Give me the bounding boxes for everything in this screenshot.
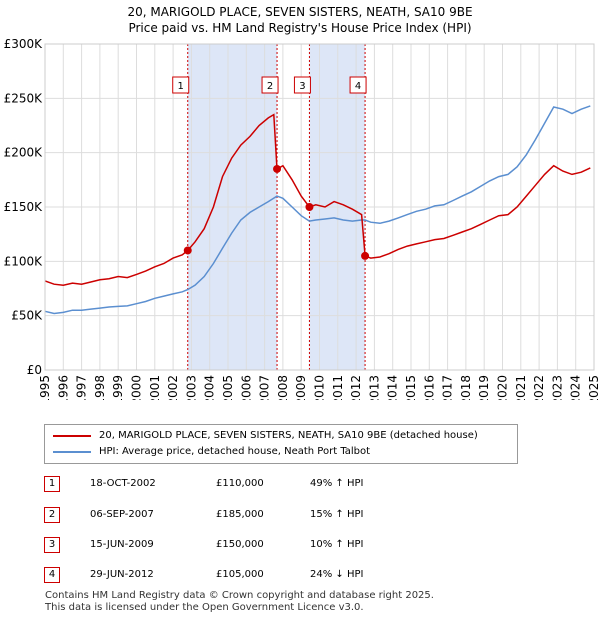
sale-marker-label: 2 [267, 81, 273, 92]
transaction-price: £105,000 [216, 569, 264, 580]
y-tick-label: £250K [4, 91, 44, 105]
x-tick-label: 2015 [404, 375, 418, 400]
y-tick-label: £200K [4, 146, 44, 160]
sale-point [361, 251, 370, 260]
transaction-hpi-change: 15% ↑ HPI [310, 509, 364, 520]
sale-marker-box [349, 76, 367, 94]
x-tick-label: 2020 [496, 375, 510, 400]
transaction-date: 06-SEP-2007 [90, 509, 154, 520]
y-tick-label: £0 [27, 363, 42, 377]
table-row: 4 29-JUN-2012 £105,000 24% ↓ HPI [44, 567, 564, 583]
sale-point [183, 246, 192, 255]
x-tick-label: 2005 [221, 375, 235, 400]
x-tick-label: 2016 [422, 375, 436, 400]
y-tick-label: £100K [4, 254, 44, 268]
table-row: 3 15-JUN-2009 £150,000 10% ↑ HPI [44, 537, 564, 553]
transaction-number-badge: 4 [44, 567, 60, 583]
table-row: 1 18-OCT-2002 £110,000 49% ↑ HPI [44, 476, 564, 492]
sale-point [305, 203, 314, 211]
x-tick-label: 2021 [514, 375, 528, 400]
series-line-hpi [44, 105, 591, 315]
sale-marker-box [172, 76, 190, 94]
x-tick-label: 2014 [386, 375, 400, 400]
x-tick-label: 2012 [349, 375, 363, 400]
transaction-hpi-change: 49% ↑ HPI [310, 478, 364, 489]
x-tick-label: 2022 [532, 375, 546, 400]
price-chart: £0 £50K £100K £150K £200K £250K £300K 1995 1996 1… [4, 37, 600, 400]
transaction-price: £185,000 [216, 509, 264, 520]
footer-licence: This data is licensed under the Open Gov… [45, 602, 364, 613]
y-tick-label: £50K [11, 309, 43, 323]
legend-item-property: 20, MARIGOLD PLACE, SEVEN SISTERS, NEATH… [53, 430, 478, 441]
x-tick-label: 2009 [294, 375, 308, 400]
x-tick-label: 2025 [587, 375, 600, 400]
transaction-hpi-change: 10% ↑ HPI [310, 539, 364, 550]
transaction-number-badge: 3 [44, 537, 60, 553]
x-tick-label: 1995 [38, 375, 52, 400]
x-tick-label: 1997 [75, 375, 89, 400]
sale-marker-box [293, 76, 311, 94]
legend-swatch-property [53, 434, 91, 437]
x-tick-label: 2010 [313, 375, 327, 400]
x-tick-label: 2003 [184, 375, 198, 400]
sale-marker-label: 3 [299, 81, 305, 92]
x-tick-label: 2002 [166, 375, 180, 400]
x-tick-label: 2017 [441, 375, 455, 400]
x-tick-label: 2019 [477, 375, 491, 400]
x-tick-label: 2024 [569, 375, 583, 400]
transaction-number-badge: 2 [44, 507, 60, 523]
sale-marker-label: 4 [355, 81, 361, 92]
x-tick-label: 2000 [130, 375, 144, 400]
transaction-price: £150,000 [216, 539, 264, 550]
x-tick-label: 2011 [331, 375, 345, 400]
x-tick-label: 2004 [203, 375, 217, 400]
y-tick-label: £150K [4, 200, 44, 214]
legend: 20, MARIGOLD PLACE, SEVEN SISTERS, NEATH… [44, 424, 518, 464]
footer-copyright: Contains HM Land Registry data © Crown c… [45, 590, 434, 601]
transaction-date: 29-JUN-2012 [90, 569, 154, 580]
x-tick-label: 1996 [56, 375, 70, 400]
transaction-hpi-change: 24% ↓ HPI [310, 569, 364, 580]
chart-title: 20, MARIGOLD PLACE, SEVEN SISTERS, NEATH… [127, 5, 473, 19]
x-tick-label: 2018 [459, 375, 473, 400]
x-tick-label: 2008 [276, 375, 290, 400]
transaction-date: 15-JUN-2009 [90, 539, 154, 550]
sale-marker-box [261, 76, 279, 94]
legend-item-hpi: HPI: Average price, detached house, Neat… [53, 446, 370, 457]
x-tick-label: 2013 [367, 375, 381, 400]
plot-frame [44, 43, 595, 371]
transaction-price: £110,000 [216, 478, 264, 489]
x-tick-label: 2006 [239, 375, 253, 400]
x-tick-label: 1998 [93, 375, 107, 400]
x-tick-label: 1999 [111, 375, 125, 400]
x-tick-label: 2007 [258, 375, 272, 400]
legend-label-hpi: HPI: Average price, detached house, Neat… [99, 446, 371, 457]
y-tick-label: £300K [4, 37, 44, 51]
sale-marker-label: 1 [178, 81, 184, 92]
legend-swatch-hpi [53, 450, 91, 453]
x-tick-label: 2023 [550, 375, 564, 400]
chart-subtitle: Price paid vs. HM Land Registry's House … [128, 21, 472, 35]
transaction-number-badge: 1 [44, 476, 60, 492]
transaction-date: 18-OCT-2002 [90, 478, 156, 489]
sale-point [273, 164, 282, 173]
x-tick-label: 2001 [148, 375, 162, 400]
legend-label-property: 20, MARIGOLD PLACE, SEVEN SISTERS, NEATH… [99, 430, 478, 441]
table-row: 2 06-SEP-2007 £185,000 15% ↑ HPI [44, 507, 564, 523]
